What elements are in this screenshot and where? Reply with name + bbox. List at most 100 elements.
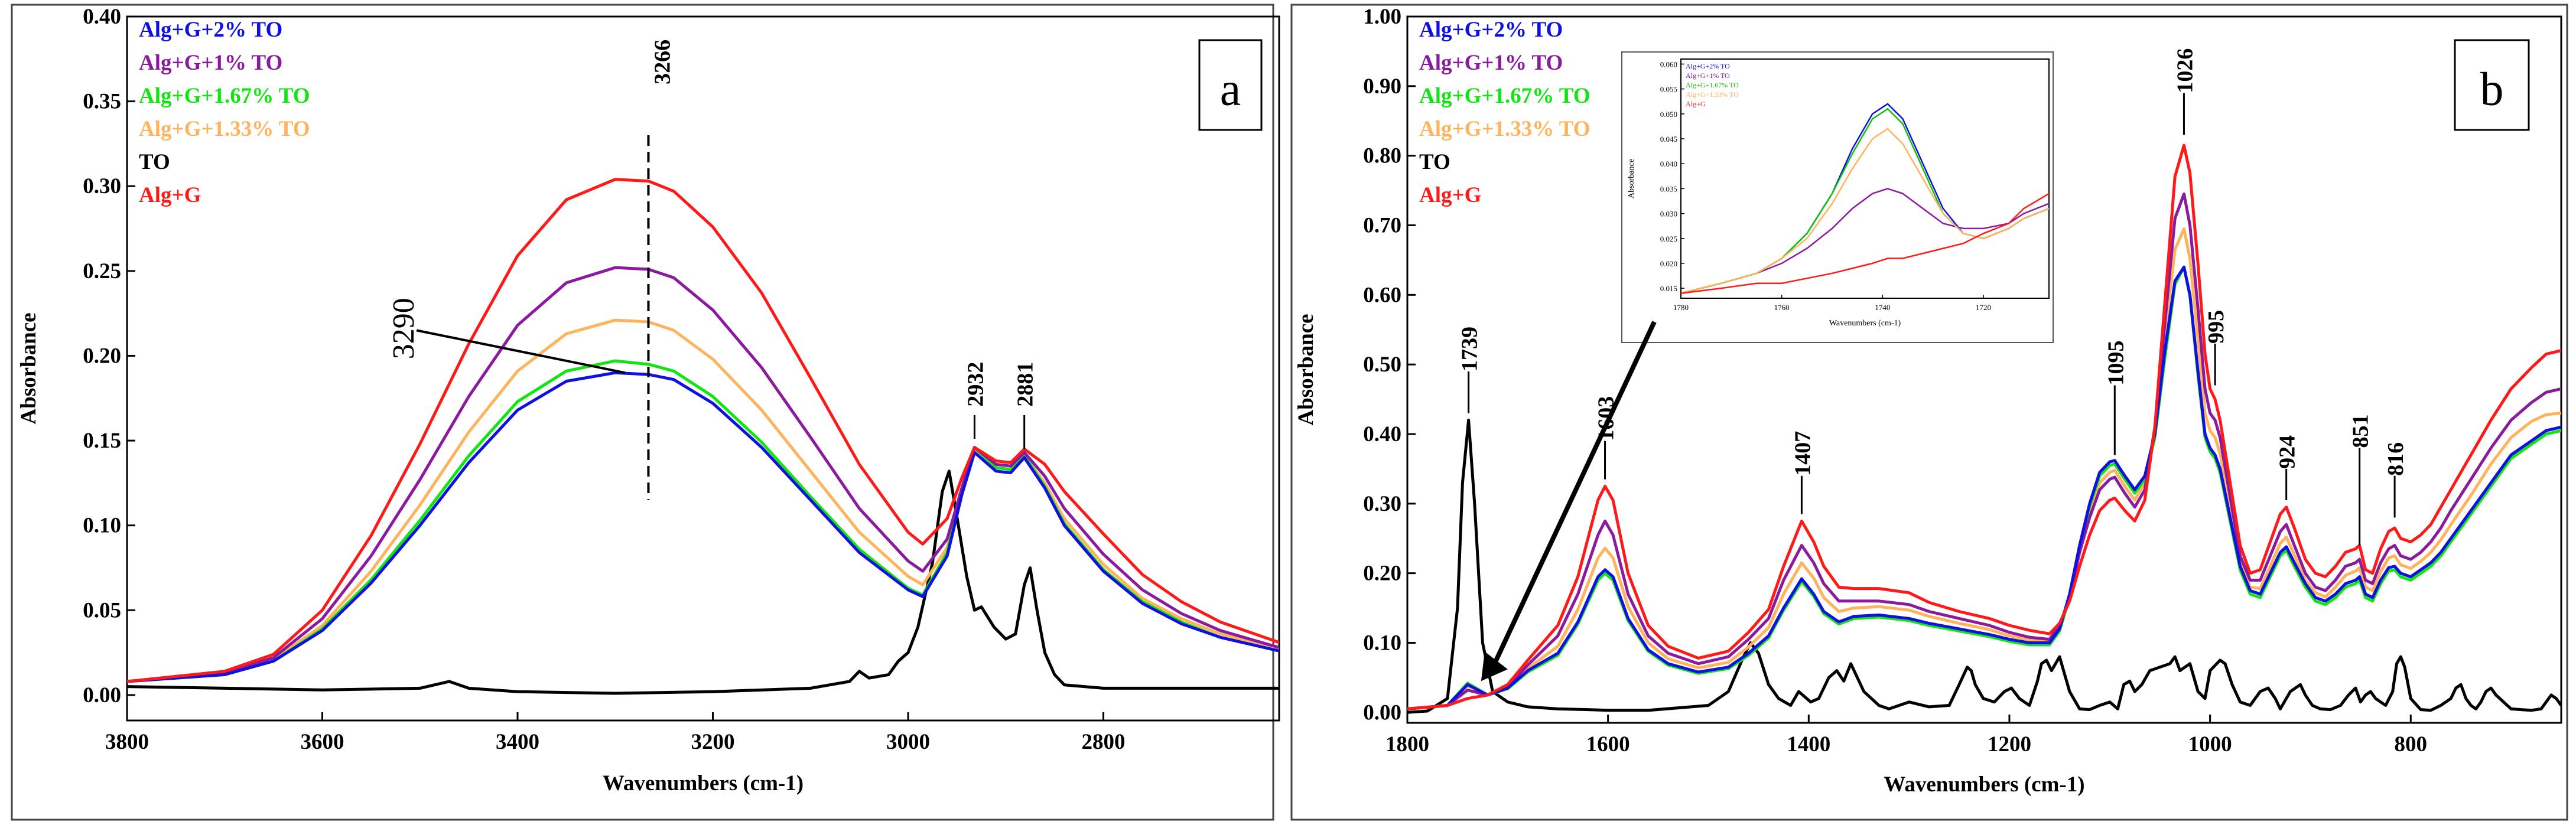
y-tick-label: 0.20 [83, 344, 121, 368]
series-line-alg-g-1-67-to [127, 359, 1279, 683]
inset-series-line-alg-g-1-to [1681, 188, 2049, 294]
x-axis-label: Wavenumbers (cm-1) [1884, 772, 2084, 797]
panel-a: 0.00 0.05 0.10 0.15 0.20 0.25 0.30 0.35 0.40 3800… [11, 4, 1280, 821]
y-tick-label: 0.40 [83, 5, 121, 29]
legend-entry: Alg+G [139, 183, 201, 207]
series-line-alg-g-1-33-to [127, 318, 1279, 683]
annotation-label: 851 [2349, 415, 2373, 448]
inset-series-line-alg-g-1-33-to [1681, 128, 2049, 294]
x-tick-label: 1800 [1385, 732, 1429, 757]
legend-entry: Alg+G+1.67% TO [1419, 84, 1591, 108]
inset-legend-entry: Alg+G+1% TO [1686, 71, 1730, 80]
inset-x-tick-label: 1720 [1976, 303, 1991, 312]
inset-x-tick-label: 1760 [1774, 303, 1790, 312]
y-tick-label: 0.40 [1363, 422, 1401, 446]
y-tick-label: 0.00 [1363, 700, 1401, 725]
annotation-leader [416, 329, 626, 374]
y-tick-label: 0.90 [1363, 74, 1401, 99]
legend-entry: Alg+G+1% TO [1419, 51, 1563, 75]
legend-entry: TO [1419, 150, 1450, 174]
annotation-label: 3290 [387, 298, 421, 359]
inset-legend-entry: Alg+G+1.33% TO [1686, 90, 1739, 99]
y-tick-label: 0.05 [83, 598, 121, 622]
annotation-label: 3266 [650, 40, 675, 84]
panel-b: 0.00 0.10 0.20 0.30 0.40 0.50 0.60 0.70 0.80 0.90… [1290, 4, 2568, 821]
legend-entry: Alg+G+2% TO [1419, 18, 1563, 42]
inset-y-tick-label: 0.045 [1660, 135, 1677, 144]
series-line-alg-g-2-to [127, 371, 1279, 683]
panel-frame [1290, 4, 2568, 821]
annotation-label: 2932 [963, 362, 988, 407]
panel-label-box [2454, 39, 2530, 131]
legend-entry: Alg+G+2% TO [139, 18, 282, 42]
plot-area [126, 15, 1280, 722]
legend-entry: Alg+G+1.33% TO [1419, 117, 1591, 141]
annotation-label: 1026 [2172, 48, 2197, 93]
annotation-label: 816 [2383, 442, 2408, 476]
x-tick-label: 1600 [1586, 732, 1630, 757]
annotation-label: 924 [2275, 435, 2300, 469]
x-tick-label: 1400 [1787, 732, 1830, 757]
inset-legend-entry: Alg+G+2% TO [1686, 62, 1730, 70]
series-line-alg-g [127, 178, 1279, 683]
y-axis-label: Absorbance [1294, 314, 1318, 425]
inset-y-axis-label: Absorbance [1627, 159, 1636, 198]
x-tick-label: 3800 [105, 730, 149, 754]
annotation-label: 1095 [2103, 341, 2128, 386]
y-tick-label: 0.25 [83, 259, 121, 283]
y-tick-label: 0.00 [83, 683, 121, 707]
inset-y-tick-label: 0.025 [1660, 234, 1677, 243]
x-tick-label: 3400 [496, 730, 539, 754]
y-tick-label: 0.35 [83, 90, 121, 114]
x-tick-label: 1200 [1988, 732, 2031, 757]
inset-pointer-arrow [1492, 321, 1657, 666]
y-tick-label: 0.10 [1363, 631, 1401, 655]
x-axis-label: Wavenumbers (cm-1) [603, 771, 804, 795]
annotation-label: 1407 [1790, 431, 1815, 476]
x-tick-label: 3600 [301, 730, 344, 754]
inset-x-tick-label: 1780 [1673, 303, 1689, 312]
x-tick-label: 3000 [886, 730, 930, 754]
inset-y-tick-label: 0.030 [1660, 210, 1677, 219]
inset-frame [1621, 51, 2054, 343]
x-tick-label: 1000 [2188, 732, 2232, 757]
inset-legend-entry: Alg+G+1.67% TO [1686, 81, 1739, 89]
y-tick-label: 0.20 [1363, 562, 1401, 586]
y-tick-label: 0.30 [1363, 492, 1401, 516]
inset-x-tick-label: 1740 [1875, 303, 1890, 312]
legend-entry: Alg+G+1.33% TO [139, 117, 310, 141]
plot-area [1406, 15, 2562, 724]
x-tick-label: 800 [2395, 732, 2428, 757]
y-tick-label: 0.10 [83, 514, 121, 538]
inset-legend-entry: Alg+G [1686, 100, 1706, 108]
inset-y-tick-label: 0.035 [1660, 184, 1677, 193]
legend-entry: Alg+G [1419, 183, 1481, 207]
legend-entry: TO [139, 150, 170, 174]
inset-series-line-alg-g [1681, 193, 2049, 294]
inset-y-tick-label: 0.050 [1660, 110, 1677, 119]
panel-label: a [1220, 63, 1241, 115]
series-line-to [1407, 418, 2561, 714]
series-line-alg-g [1407, 144, 2561, 710]
legend-entry: Alg+G+1% TO [139, 51, 282, 75]
inset-x-axis-label: Wavenumbers (cm-1) [1829, 319, 1901, 328]
inset-y-tick-label: 0.040 [1660, 159, 1677, 168]
legend-entry: Alg+G+1.67% TO [139, 84, 310, 108]
inset-y-tick-label: 0.020 [1660, 259, 1677, 268]
inset-y-tick-label: 0.015 [1660, 284, 1677, 293]
panel-label: b [2480, 63, 2504, 115]
annotation-label: 995 [2204, 310, 2229, 344]
x-tick-label: 3200 [691, 730, 735, 754]
y-tick-label: 0.80 [1363, 144, 1401, 168]
series-line-alg-g-1-to [127, 266, 1279, 683]
y-tick-label: 0.50 [1363, 353, 1401, 377]
inset-y-tick-label: 0.060 [1660, 60, 1677, 69]
panel-frame [11, 4, 1274, 821]
y-axis-label: Absorbance [17, 312, 41, 424]
y-tick-label: 0.60 [1363, 283, 1401, 307]
x-tick-label: 2800 [1082, 730, 1126, 754]
series-line-to [127, 469, 1279, 695]
y-tick-label: 0.30 [83, 174, 121, 198]
y-tick-label: 0.70 [1363, 213, 1401, 237]
